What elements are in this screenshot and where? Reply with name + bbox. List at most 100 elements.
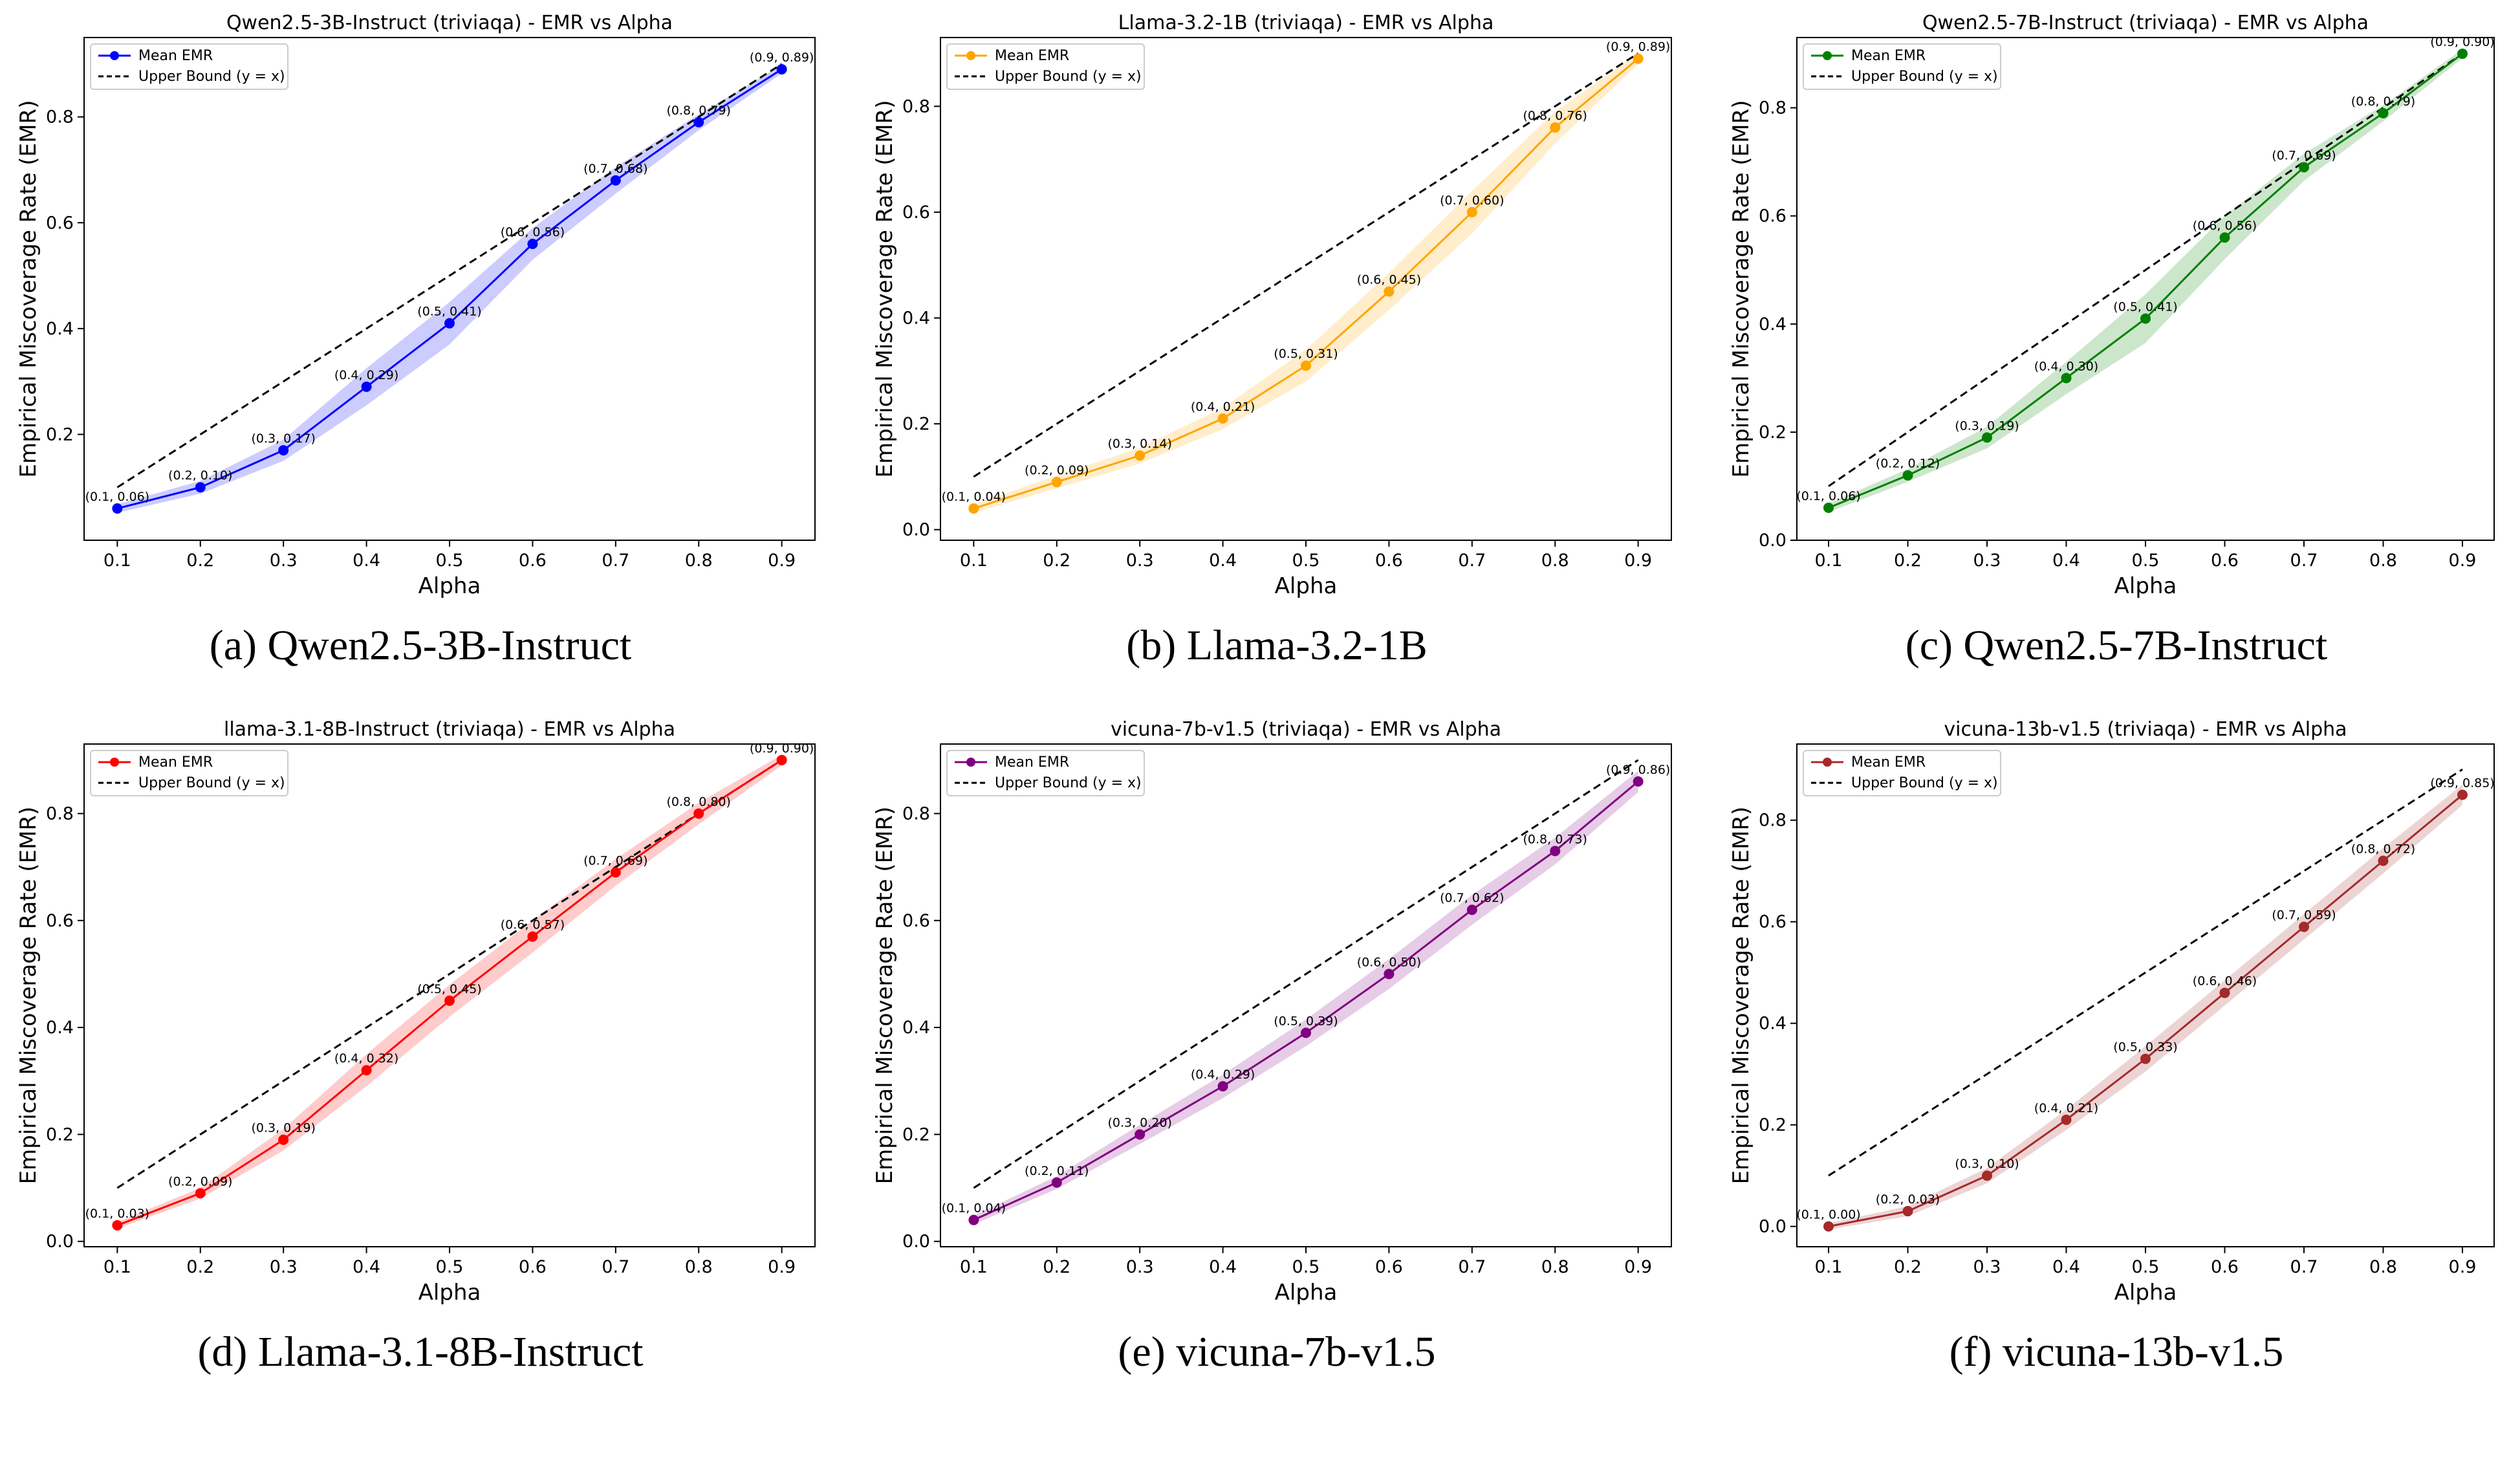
data-label: (0.1, 0.00)	[1796, 1208, 1860, 1222]
x-tick-label: 0.3	[270, 1257, 298, 1277]
data-point	[195, 1188, 206, 1199]
y-tick-label: 0.2	[46, 424, 74, 444]
x-axis-label: Alpha	[2114, 1280, 2177, 1306]
data-point	[1466, 206, 1477, 217]
data-label: (0.7, 0.60)	[1440, 193, 1504, 208]
data-label: (0.9, 0.89)	[750, 50, 814, 65]
y-tick-label: 0.0	[1759, 1217, 1787, 1237]
y-axis-label: Empirical Miscoverage Rate (EMR)	[16, 100, 41, 478]
x-tick-label: 0.4	[353, 1257, 380, 1277]
x-tick-label: 0.8	[2369, 1257, 2397, 1277]
data-point	[1051, 477, 1062, 488]
chart-svg: Qwen2.5-7B-Instruct (triviaqa) - EMR vs …	[1728, 12, 2495, 599]
chart-svg: llama-3.1-8B-Instruct (triviaqa) - EMR v…	[16, 718, 816, 1306]
data-label: (0.3, 0.19)	[1955, 419, 2019, 433]
y-tick-label: 0.8	[1759, 98, 1787, 118]
legend-mean-label: Mean EMR	[995, 48, 1069, 64]
data-point	[1301, 360, 1311, 371]
x-tick-label: 0.2	[186, 1257, 214, 1277]
data-label: (0.2, 0.10)	[168, 468, 232, 483]
chart-panel-c: Qwen2.5-7B-Instruct (triviaqa) - EMR vs …	[1713, 0, 2520, 696]
y-tick-label: 0.8	[46, 804, 74, 824]
y-tick-label: 0.6	[1759, 206, 1787, 226]
y-tick-label: 0.6	[902, 203, 930, 223]
y-axis-label: Empirical Miscoverage Rate (EMR)	[872, 100, 898, 478]
figure-caption: (a) Qwen2.5-3B-Instruct	[209, 622, 632, 669]
data-point	[278, 444, 289, 455]
x-tick-label: 0.6	[2211, 551, 2239, 571]
mean-emr-line	[973, 780, 1639, 1221]
x-tick-label: 0.3	[1126, 1257, 1154, 1277]
x-tick-label: 0.2	[1043, 551, 1070, 571]
data-label: (0.6, 0.50)	[1357, 955, 1421, 969]
data-label: (0.9, 0.86)	[1606, 763, 1670, 777]
figure-caption: (f) vicuna-13b-v1.5	[1949, 1328, 2284, 1375]
data-point	[1135, 450, 1146, 461]
x-tick-label: 0.6	[1375, 551, 1403, 571]
x-tick-label: 0.9	[768, 1257, 796, 1277]
x-tick-label: 0.1	[1815, 551, 1843, 571]
data-point	[1466, 904, 1477, 915]
legend: Mean EMR Upper Bound (y = x)	[90, 43, 288, 90]
data-point	[2219, 232, 2230, 243]
data-label: (0.8, 0.73)	[1523, 832, 1587, 846]
data-point	[1135, 1129, 1146, 1140]
legend-box	[946, 43, 1145, 90]
legend-mean-marker	[110, 758, 119, 767]
x-tick-label: 0.5	[2132, 551, 2160, 571]
data-point	[1982, 432, 1992, 443]
data-label: (0.5, 0.33)	[2113, 1040, 2177, 1055]
data-label: (0.8, 0.72)	[2351, 842, 2415, 857]
x-axis-label: Alpha	[418, 573, 481, 599]
data-label: (0.6, 0.46)	[2193, 974, 2257, 989]
data-point	[1301, 1027, 1311, 1038]
y-tick-label: 0.6	[46, 911, 74, 931]
y-tick-label: 0.8	[1759, 811, 1787, 831]
x-tick-label: 0.7	[602, 551, 629, 571]
data-label: (0.7, 0.69)	[583, 853, 647, 868]
y-axis-label: Empirical Miscoverage Rate (EMR)	[16, 807, 41, 1185]
x-tick-label: 0.4	[2052, 551, 2080, 571]
data-label: (0.1, 0.04)	[942, 490, 1006, 504]
legend-mean-marker	[1823, 758, 1832, 767]
legend-mean-label: Mean EMR	[138, 48, 213, 64]
data-label: (0.4, 0.30)	[2034, 359, 2098, 373]
y-tick-label: 0.4	[46, 319, 74, 339]
data-point	[112, 1220, 123, 1231]
legend-bound-label: Upper Bound (y = x)	[138, 69, 285, 85]
x-tick-label: 0.5	[2132, 1257, 2160, 1277]
data-point	[776, 64, 787, 75]
x-tick-label: 0.8	[2369, 551, 2397, 571]
data-point	[2457, 49, 2468, 60]
chart-panel-a: Qwen2.5-3B-Instruct (triviaqa) - EMR vs …	[0, 0, 841, 696]
y-tick-label: 0.0	[46, 1232, 74, 1252]
data-point	[610, 867, 621, 878]
y-tick-label: 0.8	[46, 107, 74, 127]
y-tick-label: 0.2	[1759, 1115, 1787, 1135]
data-label: (0.7, 0.62)	[1440, 891, 1504, 905]
x-tick-label: 0.6	[519, 1257, 547, 1277]
legend-mean-label: Mean EMR	[1851, 754, 1926, 771]
legend-bound-label: Upper Bound (y = x)	[995, 775, 1142, 791]
upper-bound-line	[116, 759, 783, 1189]
chart-title: Llama-3.2-1B (triviaqa) - EMR vs Alpha	[1118, 12, 1494, 34]
confidence-band	[117, 65, 782, 513]
y-tick-label: 0.4	[902, 1018, 930, 1038]
x-axis-label: Alpha	[2114, 573, 2177, 599]
data-label: (0.8, 0.80)	[667, 794, 731, 809]
data-point	[2061, 1114, 2072, 1125]
x-tick-label: 0.9	[1624, 551, 1652, 571]
data-point	[1633, 776, 1644, 787]
data-label: (0.5, 0.39)	[1274, 1014, 1338, 1028]
x-tick-label: 0.5	[436, 1257, 464, 1277]
data-label: (0.5, 0.41)	[2113, 300, 2177, 314]
x-tick-label: 0.7	[2290, 1257, 2318, 1277]
data-point	[112, 503, 123, 514]
chart-panel-f: vicuna-13b-v1.5 (triviaqa) - EMR vs Alph…	[1713, 707, 2520, 1403]
chart-panel-e: vicuna-7b-v1.5 (triviaqa) - EMR vs Alpha…	[856, 707, 1697, 1403]
x-tick-label: 0.4	[2052, 1257, 2080, 1277]
figure-caption: (d) Llama-3.1-8B-Instruct	[197, 1328, 644, 1375]
data-label: (0.3, 0.17)	[251, 432, 315, 446]
x-tick-label: 0.4	[1209, 1257, 1237, 1277]
legend-bound-label: Upper Bound (y = x)	[138, 775, 285, 791]
